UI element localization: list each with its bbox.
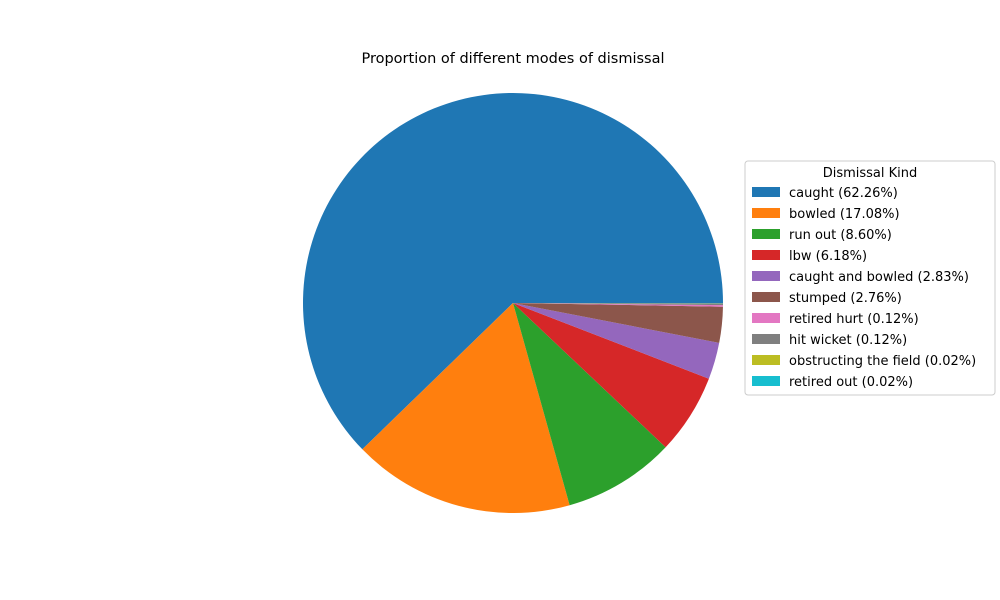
legend-item: stumped (2.76%) (752, 291, 902, 306)
legend-item: bowled (17.08%) (752, 207, 900, 222)
legend-frame (744, 160, 996, 396)
legend-swatch (752, 313, 780, 323)
legend-label: lbw (6.18%) (789, 249, 867, 264)
legend-label: stumped (2.76%) (789, 291, 902, 306)
legend-item: run out (8.60%) (752, 228, 892, 243)
legend-swatch (752, 292, 780, 302)
legend-item: retired out (0.02%) (752, 375, 913, 390)
legend-label: run out (8.60%) (789, 228, 892, 243)
pie-slice-caught-and-bowled (513, 303, 720, 379)
chart-title: Proportion of different modes of dismiss… (361, 51, 664, 67)
legend-label: obstructing the field (0.02%) (789, 354, 976, 369)
legend-swatch (752, 334, 780, 344)
legend-label: caught (62.26%) (789, 186, 898, 201)
legend-swatch (752, 229, 780, 239)
legend-swatch (752, 271, 780, 281)
pie-slice-obstructing-the-field (513, 303, 723, 304)
legend-swatch (752, 376, 780, 386)
legend-label: bowled (17.08%) (789, 207, 900, 222)
legend-item: hit wicket (0.12%) (752, 333, 907, 348)
legend-item: caught and bowled (2.83%) (752, 270, 969, 285)
legend-title: Dismissal Kind (823, 166, 918, 181)
pie-slice-caught (303, 93, 723, 450)
pie-slice-lbw (513, 303, 709, 448)
legend-item: obstructing the field (0.02%) (752, 354, 976, 369)
legend-item: retired hurt (0.12%) (752, 312, 919, 327)
legend-item: caught (62.26%) (752, 186, 898, 201)
legend-label: retired out (0.02%) (789, 375, 913, 390)
legend-swatch (752, 355, 780, 365)
pie-slice-retired-hurt (513, 303, 723, 307)
legend-swatch (752, 250, 780, 260)
legend-label: retired hurt (0.12%) (789, 312, 919, 327)
legend: Dismissal Kind caught (62.26%) bowled (17… (744, 160, 996, 396)
legend-item: lbw (6.18%) (752, 249, 867, 264)
pie-slice-stumped (513, 303, 723, 343)
legend-items: caught (62.26%) bowled (17.08%) run out (8… (752, 186, 976, 390)
legend-label: hit wicket (0.12%) (789, 333, 907, 348)
pie-slice-hit-wicket (513, 303, 723, 306)
legend-label: caught and bowled (2.83%) (789, 270, 969, 285)
pie-slice-run-out (513, 303, 666, 506)
pie-slice-bowled (362, 303, 570, 513)
legend-swatch (752, 208, 780, 218)
legend-swatch (752, 187, 780, 197)
pie-slices (303, 93, 723, 513)
